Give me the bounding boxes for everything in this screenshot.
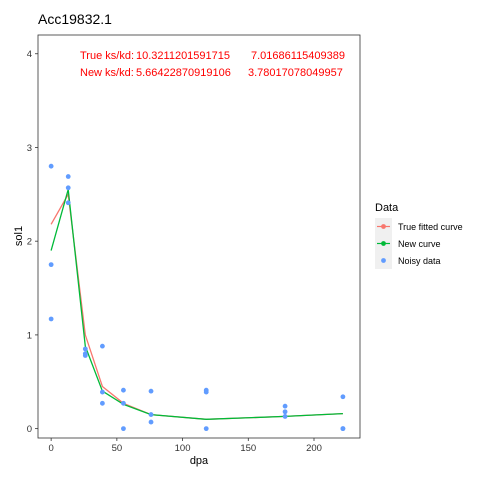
annotation-new-label: New ks/kd: [80, 67, 134, 79]
annotation-new-value2: 3.78017078049957 [248, 67, 343, 79]
data-point [100, 400, 105, 406]
legend-title: Data [375, 202, 399, 214]
legend: Data True fitted curve New curve Noisy dat… [375, 202, 463, 269]
data-point [48, 163, 54, 169]
data-point [100, 389, 105, 395]
x-axis: 0 50 100 150 200 [48, 438, 322, 454]
data-point [282, 409, 288, 415]
data-point [121, 387, 126, 393]
data-point [148, 419, 154, 425]
annotation-true-label: True ks/kd: [80, 50, 134, 62]
data-point [203, 426, 209, 432]
data-point [340, 394, 346, 400]
y-tick-label: 4 [27, 49, 32, 60]
y-tick-label: 3 [27, 143, 32, 154]
y-tick-label: 2 [27, 237, 32, 248]
x-tick-label: 100 [175, 443, 191, 454]
y-axis-label: sol1 [13, 226, 25, 246]
legend-point-swatch [381, 224, 386, 229]
data-point [203, 389, 209, 395]
legend-label: Noisy data [398, 256, 441, 266]
data-point [65, 174, 71, 179]
y-axis: 0 1 2 3 4 [27, 49, 38, 435]
data-point [282, 403, 288, 409]
annotation-true-value2: 7.01686115409389 [251, 50, 345, 62]
data-point [282, 414, 288, 419]
data-point [82, 353, 88, 358]
data-point [340, 426, 346, 432]
chart-title: Acc19832.1 [38, 11, 112, 27]
legend-label: True fitted curve [398, 222, 463, 232]
y-tick-label: 0 [27, 424, 32, 435]
legend-point-swatch [381, 258, 386, 263]
data-point [121, 400, 126, 406]
data-point [148, 388, 154, 394]
data-point [100, 343, 105, 349]
annotation-true-value1: 10.3211201591715 [136, 50, 230, 62]
data-point [65, 185, 71, 191]
x-tick-label: 150 [240, 443, 256, 454]
annotation-new-value1: 5.66422870919106 [136, 67, 231, 79]
x-tick-label: 50 [112, 443, 123, 454]
legend-point-swatch [381, 241, 386, 246]
annotation-true: True ks/kd: 10.3211201591715 7.016861154… [80, 50, 345, 62]
data-point [48, 262, 54, 268]
x-tick-label: 200 [306, 443, 322, 454]
legend-label: New curve [398, 239, 441, 249]
data-point [48, 316, 54, 322]
y-tick-label: 1 [27, 330, 32, 341]
annotation-new: New ks/kd: 5.66422870919106 3.7801707804… [80, 67, 343, 79]
data-point [121, 426, 126, 432]
series-points [48, 163, 346, 432]
x-tick-label: 0 [48, 443, 53, 454]
data-point [148, 412, 154, 417]
plot-panel [37, 34, 361, 439]
x-axis-label: dpa [190, 455, 209, 467]
data-point [65, 200, 71, 206]
data-point [82, 346, 88, 352]
